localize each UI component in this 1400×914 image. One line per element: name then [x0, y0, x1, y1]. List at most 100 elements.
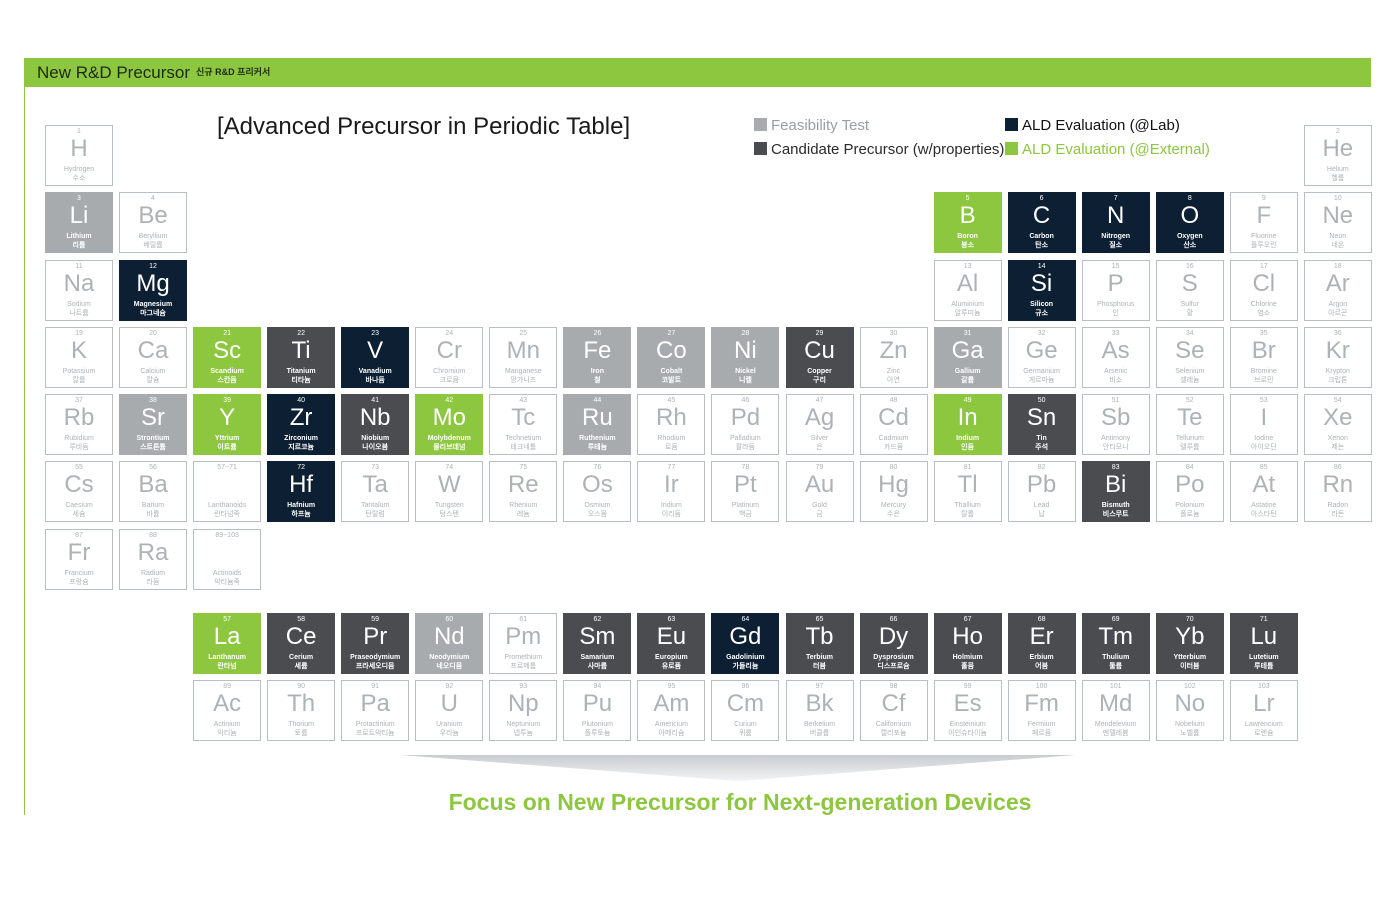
element-name-en: Zinc	[886, 368, 901, 375]
element-name-ko: 툴륨	[1109, 663, 1123, 670]
element-symbol: Er	[1029, 623, 1054, 650]
element-symbol: La	[213, 623, 241, 650]
element-number: 56	[149, 464, 157, 471]
element-name-ko: 텔루륨	[1180, 444, 1200, 451]
element-name-ko: 테크네튬	[510, 444, 537, 451]
element-number: 18	[1333, 263, 1342, 270]
element-name-ko: 아인슈타이늄	[948, 730, 987, 737]
element-symbol: Rb	[63, 404, 95, 431]
element-symbol: Mo	[432, 404, 466, 431]
element-number: 68	[1037, 616, 1046, 623]
element-name-ko: 가돌리늄	[732, 663, 759, 670]
element-number: 50	[1037, 397, 1046, 404]
element-name-en: Nickel	[735, 368, 756, 375]
element-number: 20	[149, 330, 157, 337]
element-name-ko: 비스무트	[1102, 511, 1129, 518]
element-number: 3	[77, 195, 81, 202]
element-symbol: Cd	[878, 404, 909, 431]
element-symbol: As	[1101, 337, 1130, 364]
element-cell-pd: 46 Pd Palladium 팔라듐	[711, 394, 780, 455]
legend-item-candidate: Candidate Precursor (w/properties)	[754, 141, 1004, 159]
element-name-en: Rhenium	[509, 502, 538, 509]
element-symbol: S	[1181, 270, 1198, 297]
element-symbol: In	[957, 404, 978, 431]
element-number: 79	[815, 464, 824, 471]
element-symbol: B	[959, 202, 976, 229]
element-name-en: Mercury	[880, 502, 907, 509]
element-symbol: Br	[1251, 337, 1276, 364]
element-name-en: Magnesium	[133, 301, 173, 308]
element-name-ko: 크로뮴	[439, 377, 459, 384]
element-name-en: Samarium	[580, 654, 615, 661]
element-symbol: Fr	[67, 539, 91, 566]
element-cell-sm: 62 Sm Samarium 사마륨	[563, 613, 632, 674]
element-name-ko: 티타늄	[291, 377, 311, 384]
element-number: 25	[519, 330, 528, 337]
element-symbol: Pu	[582, 690, 613, 717]
element-name-en: Curium	[734, 721, 757, 728]
element-symbol: Ir	[664, 471, 679, 498]
element-cell-si: 14 Si Silicon 규소	[1007, 260, 1076, 321]
element-name-ko: 루테튬	[1254, 663, 1274, 670]
element-name-en: Technetium	[505, 435, 542, 442]
element-name-ko: 퀴륨	[738, 730, 752, 737]
element-name-en: Silicon	[1030, 301, 1054, 308]
element-cell-mn: 25 Mn Manganese 망가니즈	[489, 327, 558, 388]
element-cell-no: 102 No Nobelium 노벨륨	[1155, 680, 1224, 741]
element-cell-rn: 86 Rn Radon 라돈	[1303, 461, 1372, 522]
element-name-en: Holmium	[952, 654, 983, 661]
legend-swatch	[754, 142, 767, 155]
element-number: 54	[1333, 397, 1342, 404]
element-name-en: Cadmium	[878, 435, 909, 442]
element-name-en: Bismuth	[1101, 502, 1130, 509]
element-cell-tb: 65 Tb Terbium 터븀	[785, 613, 854, 674]
element-symbol: Po	[1175, 471, 1205, 498]
element-symbol: P	[1107, 270, 1124, 297]
element-cell-fr: 87 Fr Francium 프랑슘	[45, 529, 113, 590]
header-title-text: New R&D Precursor	[37, 63, 191, 82]
element-number: 85	[1259, 464, 1268, 471]
element-name-en: Antimony	[1101, 435, 1131, 442]
element-name-ko: 아르곤	[1328, 310, 1348, 317]
element-number: 4	[151, 195, 155, 202]
element-name-en: Argon	[1328, 301, 1348, 308]
element-name-ko: 납	[1038, 511, 1045, 518]
element-name-en: Polonium	[1175, 502, 1205, 509]
element-symbol: Dy	[878, 623, 909, 650]
element-name-ko: 탄소	[1035, 242, 1049, 249]
element-symbol: H	[70, 135, 88, 162]
element-name-ko: 로듐	[664, 444, 678, 451]
element-cell-yb: 70 Yb Ytterbium 이터븀	[1155, 613, 1224, 674]
element-name-en: Xenon	[1327, 435, 1348, 442]
element-name-ko: 지르코늄	[288, 444, 314, 451]
element-name-en: Iron	[590, 368, 604, 375]
element-cell-tm: 69 Tm Thulium 툴륨	[1081, 613, 1150, 674]
element-name-ko: 니켈	[738, 377, 752, 384]
element-name-en: Berkelium	[803, 721, 836, 728]
element-cell-o: 8 O Oxygen 산소	[1155, 192, 1224, 253]
element-cell-cr: 24 Cr Chromium 크로뮴	[415, 327, 484, 388]
element-number: 17	[1259, 263, 1268, 270]
element-symbol: N	[1107, 202, 1125, 229]
element-cell-pm: 61 Pm Promethium 프로메튬	[489, 613, 558, 674]
element-name-en: Potassium	[62, 368, 96, 375]
element-name-ko: 철	[594, 377, 601, 384]
element-symbol: Sm	[579, 623, 616, 650]
header-bar: New R&D Precursor 신규 R&D 프리커서	[24, 58, 1371, 87]
element-symbol: Ar	[1325, 270, 1350, 297]
element-name-en: Neptunium	[506, 721, 541, 728]
element-symbol: Sn	[1026, 404, 1057, 431]
element-cell-es: 99 Es Einsteinium 아인슈타이늄	[933, 680, 1002, 741]
element-name-ko: 레늄	[516, 511, 530, 518]
element-name-en: Lutetium	[1249, 654, 1279, 661]
element-name-ko: 바륨	[146, 511, 160, 518]
element-symbol: K	[70, 337, 87, 364]
element-name-ko: 구리	[813, 377, 826, 384]
element-number: 84	[1185, 464, 1194, 471]
element-symbol: Co	[656, 337, 687, 364]
element-cell-ir: 77 Ir Iridium 이리듐	[637, 461, 706, 522]
element-cell-fe: 26 Fe Iron 철	[563, 327, 632, 388]
element-name-ko: 팔라듐	[735, 444, 756, 451]
element-number: 72	[297, 464, 305, 471]
element-symbol: F	[1256, 202, 1272, 229]
